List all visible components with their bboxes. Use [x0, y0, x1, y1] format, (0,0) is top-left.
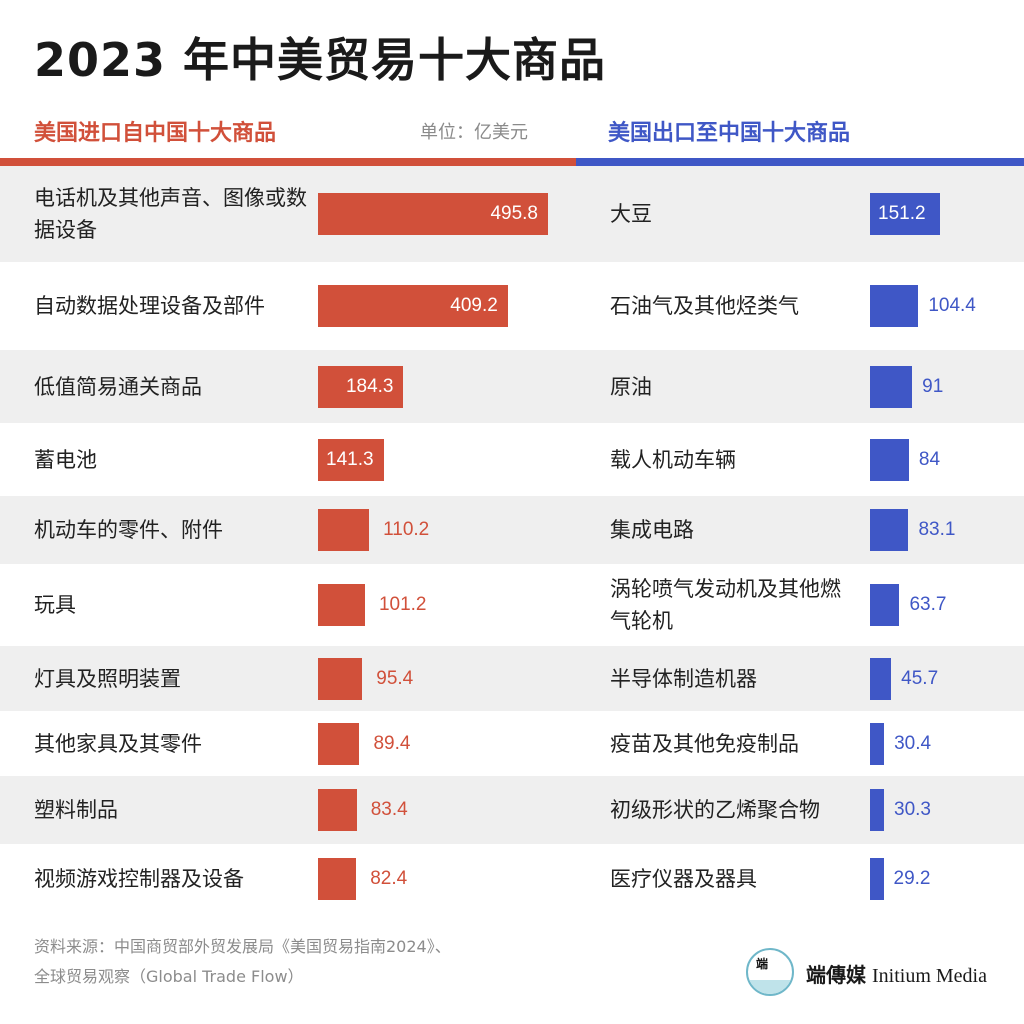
export-bar	[870, 789, 885, 831]
export-category-label: 涡轮喷气发动机及其他燃气轮机	[610, 577, 841, 633]
import-bar	[318, 285, 508, 327]
import-category-label: 其他家具及其零件	[34, 731, 202, 756]
import-value-label: 184.3	[345, 375, 394, 397]
import-value-label: 409.2	[450, 295, 498, 316]
export-value-label: 83.1	[918, 519, 956, 540]
export-category-label: 原油	[610, 374, 652, 399]
chart-title: 2023 年中美贸易十大商品	[34, 33, 607, 87]
import-bar	[318, 193, 548, 235]
import-category-label: 视频游戏控制器及设备	[34, 867, 244, 891]
table-row: 视频游戏控制器及设备 82.4 医疗仪器及器具 29.2	[0, 844, 1024, 914]
import-category-label: 蓄电池	[34, 447, 97, 472]
table-row: 电话机及其他声音、图像或数据设备 495.8 大豆 151.2	[0, 166, 1024, 262]
import-value-label: 82.4	[370, 868, 408, 889]
import-series-title: 美国进口自中国十大商品	[34, 121, 277, 146]
export-bar	[870, 193, 940, 235]
export-category-label: 初级形状的乙烯聚合物	[610, 798, 820, 822]
import-header-rule	[0, 158, 576, 166]
export-bar	[870, 722, 885, 765]
export-category-label: 载人机动车辆	[610, 447, 736, 472]
source-line-2: 全球贸易观察（Global Trade Flow）	[34, 967, 304, 986]
table-row: 机动车的零件、附件 110.2 集成电路 83.1	[0, 496, 1024, 564]
export-value-label: 30.4	[894, 732, 932, 754]
export-category-label: 疫苗及其他免疫制品	[610, 731, 799, 756]
import-value-label: 83.4	[370, 799, 408, 820]
import-bar	[318, 365, 404, 408]
import-value-label: 110.2	[383, 519, 430, 540]
import-bar	[318, 858, 357, 900]
export-value-label: 104.4	[928, 295, 976, 316]
export-bar	[870, 285, 919, 327]
export-category-label: 大豆	[610, 202, 652, 226]
import-category-label: 机动车的零件、附件	[34, 518, 223, 542]
source-note: 资料来源：中国商贸部外贸发展局《美国贸易指南2024》、 全球贸易观察（Glob…	[34, 932, 594, 992]
export-value-label: 63.7	[909, 594, 947, 615]
export-bar	[870, 657, 892, 700]
export-header-rule	[576, 158, 1024, 166]
import-bar	[318, 584, 365, 626]
export-value-label: 29.2	[893, 868, 931, 889]
export-value-label: 91	[922, 375, 944, 397]
export-bar	[870, 438, 909, 481]
import-category-label: 自动数据处理设备及部件	[34, 294, 265, 318]
initium-logo-icon: 端	[746, 948, 794, 996]
export-category-label: 医疗仪器及器具	[610, 867, 757, 891]
export-series-title: 美国出口至中国十大商品	[608, 121, 851, 146]
table-row: 塑料制品 83.4 初级形状的乙烯聚合物 30.3	[0, 776, 1024, 844]
export-bar	[870, 509, 909, 551]
import-value-label: 101.2	[378, 594, 427, 615]
import-value-label: 89.4	[373, 732, 411, 754]
export-value-label: 45.7	[901, 667, 939, 689]
export-category-label: 石油气及其他烃类气	[610, 294, 799, 318]
import-value-label: 141.3	[326, 448, 374, 470]
import-category-label: 玩具	[34, 593, 76, 617]
table-row: 其他家具及其零件 89.4 疫苗及其他免疫制品 30.4	[0, 711, 1024, 776]
import-bar	[318, 789, 357, 831]
table-row: 低值简易通关商品 184.3 原油 91	[0, 350, 1024, 423]
export-category-label: 半导体制造机器	[610, 666, 757, 691]
brand-cn: 端傳媒	[806, 963, 866, 987]
import-bar	[318, 657, 363, 700]
export-category-label: 集成电路	[610, 518, 694, 542]
import-category-label: 电话机及其他声音、图像或数据设备	[34, 186, 307, 242]
export-value-label: 84	[918, 448, 941, 470]
import-bar	[318, 438, 384, 481]
export-bar	[870, 858, 884, 900]
table-row: 蓄电池 141.3 载人机动车辆 84	[0, 423, 1024, 496]
logo-glyph: 端	[756, 957, 769, 971]
brand-en: Initium Media	[872, 965, 987, 987]
export-bar	[870, 365, 913, 408]
table-row: 自动数据处理设备及部件 409.2 石油气及其他烃类气 104.4	[0, 262, 1024, 350]
logo-wave	[748, 980, 792, 994]
import-value-label: 495.8	[490, 203, 538, 224]
unit-label: 单位：亿美元	[420, 122, 528, 143]
import-category-label: 塑料制品	[34, 798, 118, 822]
export-value-label: 30.3	[894, 799, 931, 820]
source-line-1: 资料来源：中国商贸部外贸发展局《美国贸易指南2024》、	[34, 937, 451, 956]
table-row: 玩具 101.2 涡轮喷气发动机及其他燃气轮机 63.7	[0, 564, 1024, 646]
import-category-label: 灯具及照明装置	[34, 666, 181, 691]
table-row: 灯具及照明装置 95.4 半导体制造机器 45.7	[0, 646, 1024, 711]
import-bar	[318, 509, 370, 551]
import-bar	[318, 722, 360, 765]
export-bar	[870, 584, 900, 626]
brand-name: 端傳媒 Initium Media	[806, 959, 987, 988]
export-value-label: 151.2	[878, 203, 926, 224]
import-category-label: 低值简易通关商品	[34, 374, 202, 399]
import-value-label: 95.4	[376, 667, 414, 689]
